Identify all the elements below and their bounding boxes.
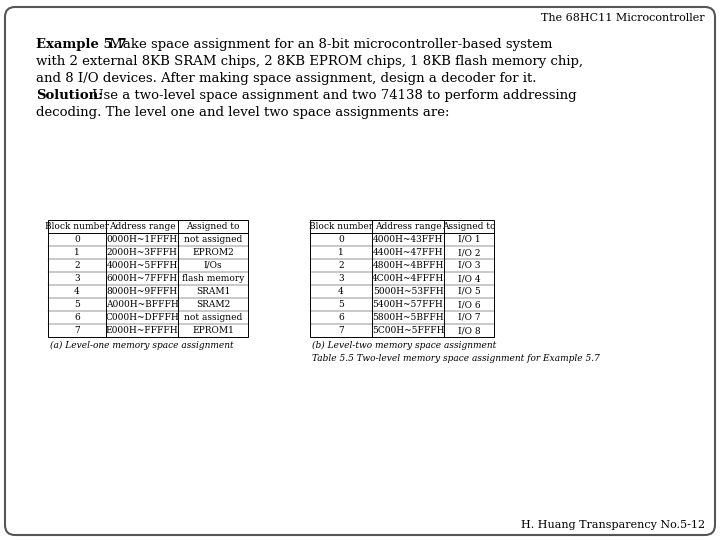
Text: Assigned to: Assigned to: [442, 222, 496, 231]
Text: 6: 6: [338, 313, 344, 322]
Bar: [48, 220, 248, 337]
Text: 5C00H~5FFFH: 5C00H~5FFFH: [372, 326, 444, 335]
Text: I/O 3: I/O 3: [458, 261, 480, 270]
Text: EPROM1: EPROM1: [192, 326, 234, 335]
Text: 8000H~9FFFH: 8000H~9FFFH: [107, 287, 178, 296]
Text: 0000H~1FFFH: 0000H~1FFFH: [107, 235, 178, 244]
FancyBboxPatch shape: [5, 7, 715, 535]
Text: I/O 4: I/O 4: [458, 274, 480, 283]
Text: not assigned: not assigned: [184, 313, 242, 322]
Text: SRAM2: SRAM2: [196, 300, 230, 309]
Text: Block number: Block number: [45, 222, 109, 231]
Text: Make space assignment for an 8-bit microcontroller-based system: Make space assignment for an 8-bit micro…: [105, 38, 552, 51]
Text: 4000H~43FFH: 4000H~43FFH: [373, 235, 444, 244]
Text: Solution:: Solution:: [36, 89, 103, 102]
Text: 2: 2: [74, 261, 80, 270]
Text: SRAM1: SRAM1: [196, 287, 230, 296]
Text: (a) Level-one memory space assignment: (a) Level-one memory space assignment: [50, 341, 233, 350]
Text: 7: 7: [338, 326, 344, 335]
Text: Address range: Address range: [374, 222, 441, 231]
Text: Example 5.7: Example 5.7: [36, 38, 127, 51]
Text: 4000H~5FFFH: 4000H~5FFFH: [107, 261, 178, 270]
Text: 1: 1: [74, 248, 80, 257]
Text: EPROM2: EPROM2: [192, 248, 234, 257]
Text: Use a two-level space assignment and two 74138 to perform addressing: Use a two-level space assignment and two…: [88, 89, 577, 102]
Text: decoding. The level one and level two space assignments are:: decoding. The level one and level two sp…: [36, 106, 449, 119]
Text: 5400H~57FFH: 5400H~57FFH: [373, 300, 444, 309]
Text: (b) Level-two memory space assignment: (b) Level-two memory space assignment: [312, 341, 496, 350]
Text: The 68HC11 Microcontroller: The 68HC11 Microcontroller: [541, 13, 705, 23]
Text: E000H~FFFFH: E000H~FFFFH: [106, 326, 179, 335]
Text: Block number: Block number: [309, 222, 373, 231]
Text: Table 5.5 Two-level memory space assignment for Example 5.7: Table 5.5 Two-level memory space assignm…: [312, 354, 600, 363]
Text: with 2 external 8KB SRAM chips, 2 8KB EPROM chips, 1 8KB flash memory chip,: with 2 external 8KB SRAM chips, 2 8KB EP…: [36, 55, 583, 68]
Text: H. Huang Transparency No.5-12: H. Huang Transparency No.5-12: [521, 520, 705, 530]
Text: I/O 8: I/O 8: [458, 326, 480, 335]
Text: I/O 7: I/O 7: [458, 313, 480, 322]
Text: 5: 5: [338, 300, 344, 309]
Text: 3: 3: [74, 274, 80, 283]
Text: Address range: Address range: [109, 222, 175, 231]
Text: 4400H~47FFH: 4400H~47FFH: [373, 248, 444, 257]
Text: 0: 0: [74, 235, 80, 244]
Text: I/O 5: I/O 5: [458, 287, 480, 296]
Text: I/O 2: I/O 2: [458, 248, 480, 257]
Text: I/O 6: I/O 6: [458, 300, 480, 309]
Text: 5: 5: [74, 300, 80, 309]
Text: 6000H~7FFFH: 6000H~7FFFH: [107, 274, 178, 283]
Text: 4C00H~4FFFH: 4C00H~4FFFH: [372, 274, 444, 283]
Text: 3: 3: [338, 274, 344, 283]
Text: Assigned to: Assigned to: [186, 222, 240, 231]
Text: 0: 0: [338, 235, 344, 244]
Text: 7: 7: [74, 326, 80, 335]
Text: 4: 4: [338, 287, 344, 296]
Bar: [310, 220, 494, 337]
Text: 6: 6: [74, 313, 80, 322]
Text: I/Os: I/Os: [204, 261, 222, 270]
Text: 5800H~5BFFH: 5800H~5BFFH: [372, 313, 444, 322]
Text: 1: 1: [338, 248, 344, 257]
Text: 2: 2: [338, 261, 344, 270]
Text: not assigned: not assigned: [184, 235, 242, 244]
Text: flash memory: flash memory: [182, 274, 244, 283]
Text: I/O 1: I/O 1: [458, 235, 480, 244]
Text: 2000H~3FFFH: 2000H~3FFFH: [107, 248, 177, 257]
Text: and 8 I/O devices. After making space assignment, design a decoder for it.: and 8 I/O devices. After making space as…: [36, 72, 536, 85]
Text: A000H~BFFFH: A000H~BFFFH: [106, 300, 179, 309]
Text: 5000H~53FFH: 5000H~53FFH: [373, 287, 444, 296]
Text: C000H~DFFFH: C000H~DFFFH: [105, 313, 179, 322]
Text: 4: 4: [74, 287, 80, 296]
Text: 4800H~4BFFH: 4800H~4BFFH: [372, 261, 444, 270]
